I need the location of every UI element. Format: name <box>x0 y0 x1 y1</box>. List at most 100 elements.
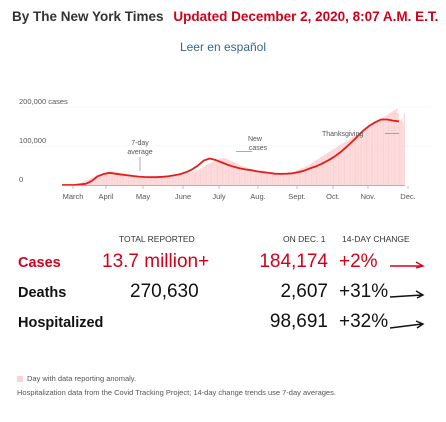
case-bar <box>99 174 101 185</box>
case-bar <box>215 160 217 185</box>
case-bar <box>331 149 333 185</box>
case-bar <box>221 158 223 185</box>
case-bar <box>280 174 282 185</box>
case-bar <box>289 172 291 185</box>
annotation-seven-day-label-line2: average <box>127 149 152 156</box>
case-bar <box>207 164 209 185</box>
x-axis-tick-labels: March April May June July Aug. Sept. Oct. Nov. De… <box>63 186 416 201</box>
case-bar <box>256 170 258 186</box>
case-bar <box>325 153 327 185</box>
case-bar <box>359 131 361 185</box>
case-bar <box>107 171 109 185</box>
case-bar <box>346 140 348 185</box>
case-bar <box>322 156 324 185</box>
case-bar <box>152 177 154 185</box>
case-bar <box>174 174 176 185</box>
case-bar <box>168 175 170 185</box>
case-bar <box>104 172 106 185</box>
case-bar <box>284 173 286 185</box>
case-bar <box>274 173 276 185</box>
case-bar <box>392 110 394 185</box>
case-bar <box>389 113 391 185</box>
case-bar <box>263 171 265 185</box>
case-bar <box>162 176 164 185</box>
case-bar <box>120 172 122 185</box>
case-bar <box>243 167 245 185</box>
case-bar <box>265 171 267 185</box>
case-bar <box>336 146 338 185</box>
case-bar <box>328 152 330 185</box>
case-bar <box>213 161 215 185</box>
case-bar <box>108 171 110 185</box>
case-bar <box>137 175 139 185</box>
case-bar <box>197 169 199 185</box>
case-bar <box>320 156 322 185</box>
case-bar <box>254 170 256 185</box>
case-bar <box>378 120 380 185</box>
case-bar <box>214 160 216 185</box>
case-bar <box>295 170 297 185</box>
case-bar <box>297 169 299 185</box>
case-bar <box>384 116 386 185</box>
case-bar <box>370 124 372 185</box>
case-bar <box>132 175 134 185</box>
case-bar <box>190 172 192 185</box>
case-bar <box>276 173 278 185</box>
spanish-language-link[interactable]: Leer en español <box>179 40 267 54</box>
case-bar <box>143 176 145 185</box>
case-bar <box>318 158 320 185</box>
case-bar <box>354 135 357 185</box>
annotation-thanksgiving-label: Thanksgiving <box>322 131 363 138</box>
case-bar <box>350 138 352 185</box>
case-bar <box>259 170 261 185</box>
case-bar <box>186 173 188 185</box>
case-bar <box>343 142 346 185</box>
case-bar <box>307 165 309 185</box>
case-bar <box>337 146 339 185</box>
x-tick-label: Sept. <box>288 192 306 201</box>
case-bar <box>314 160 316 185</box>
case-bar <box>278 173 280 185</box>
stat-row-hospitalized: Hospitalized 98,691 +32% <box>0 311 446 337</box>
case-bar <box>116 172 119 185</box>
x-tick-label: June <box>175 192 191 201</box>
y-tick-label: 100,000 <box>19 136 46 145</box>
case-bar <box>356 134 358 185</box>
case-bar <box>368 126 370 185</box>
case-bar <box>158 177 160 185</box>
case-bar <box>246 167 248 185</box>
case-bar <box>365 128 368 185</box>
case-bar <box>193 171 195 185</box>
case-bar <box>184 173 186 185</box>
x-tick-label: March <box>63 192 84 201</box>
hospitalized-on-day: 98,691 <box>269 311 328 332</box>
row-label-cases: Cases <box>18 255 61 271</box>
x-tick-label: May <box>136 192 150 201</box>
case-bar <box>135 175 137 185</box>
case-bar <box>258 170 260 185</box>
case-bar <box>121 173 123 185</box>
case-bar <box>269 172 271 185</box>
case-bar <box>171 175 173 185</box>
case-bar <box>285 173 287 185</box>
case-bar <box>97 174 99 185</box>
case-bar <box>245 167 247 185</box>
case-bar <box>101 173 103 185</box>
anomaly-legend: Day with data reporting anomaly. <box>17 374 136 383</box>
case-bar <box>290 172 292 185</box>
hospitalized-change: +32% <box>339 311 389 332</box>
case-bar <box>248 168 250 185</box>
case-bar <box>229 160 231 185</box>
rising-arrow-icon <box>389 290 425 299</box>
x-tick-label: Nov. <box>361 192 376 201</box>
case-bar <box>145 176 147 185</box>
case-bar <box>240 165 242 185</box>
case-bar <box>387 114 390 185</box>
case-bar <box>262 171 264 185</box>
case-bar <box>129 174 131 185</box>
case-bar <box>279 174 281 185</box>
case-bar <box>96 175 98 185</box>
case-bar <box>334 148 336 185</box>
case-bar <box>103 172 105 185</box>
case-bar <box>398 122 400 185</box>
